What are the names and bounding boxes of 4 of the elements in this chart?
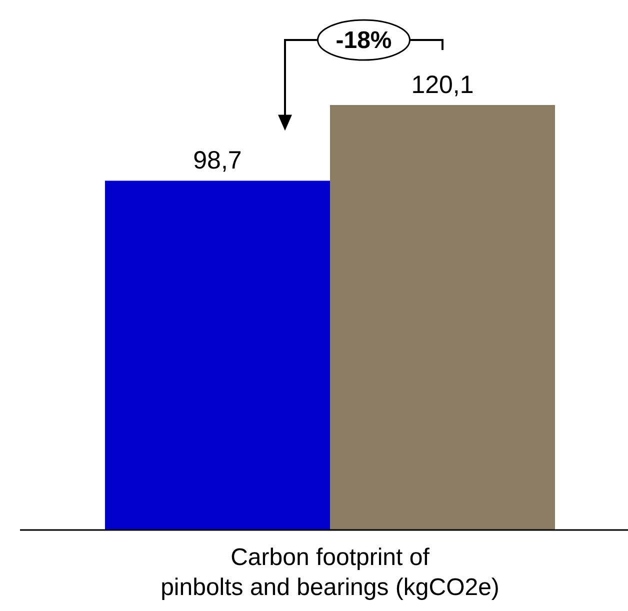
text: -18% [336,27,392,54]
data-label: 98,7 [193,146,242,175]
data-label: 120,1 [411,71,474,99]
x-axis-title: Carbon footprint of pinbolts and bearings (kgCO2e) [160,544,500,601]
